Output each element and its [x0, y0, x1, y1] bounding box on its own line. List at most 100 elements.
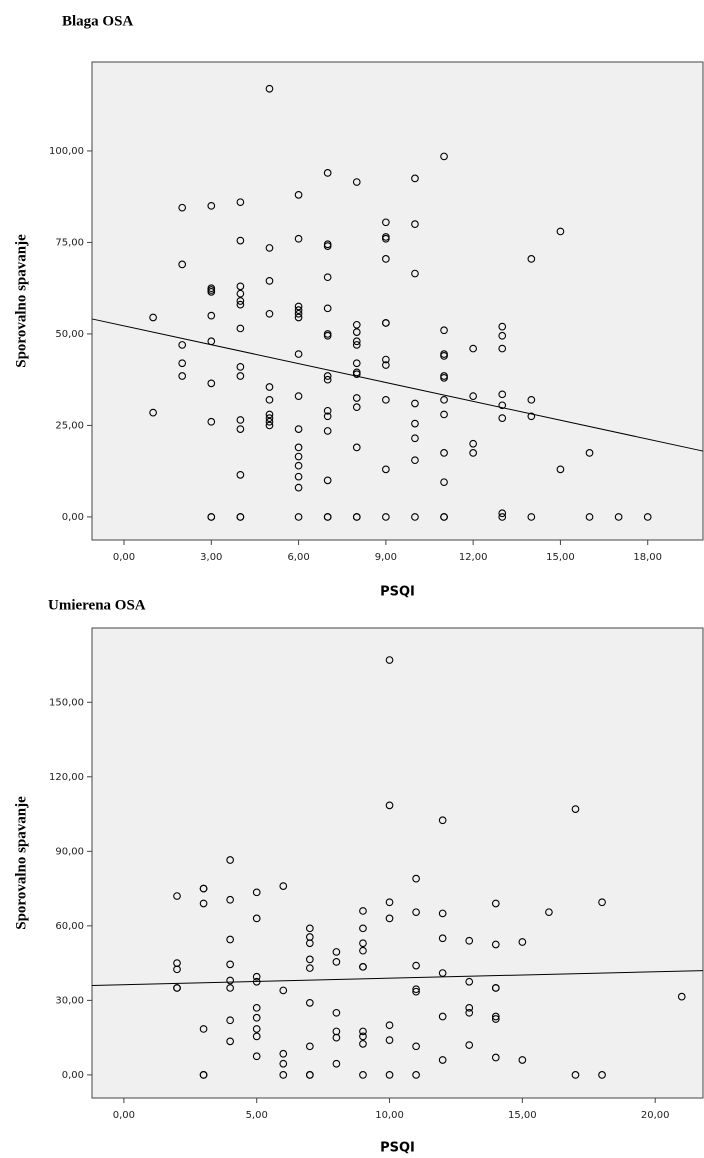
- point: [305, 1071, 314, 1079]
- point: [438, 969, 447, 977]
- point: [226, 895, 234, 904]
- point: [359, 962, 367, 971]
- x-tick-label: 0,00: [113, 1110, 135, 1121]
- point: [279, 882, 288, 890]
- x-tick-label: 3,00: [200, 552, 222, 563]
- point: [252, 1003, 261, 1012]
- point: [412, 1071, 420, 1079]
- point: [385, 656, 394, 664]
- point: [199, 899, 208, 908]
- point: [294, 461, 303, 470]
- point: [149, 313, 157, 322]
- point: [527, 412, 536, 421]
- point: [149, 408, 157, 417]
- point: [207, 287, 216, 296]
- point: [412, 961, 420, 970]
- point: [173, 965, 181, 974]
- point: [411, 456, 419, 465]
- point: [323, 375, 332, 384]
- point: [382, 355, 390, 364]
- point: [359, 1039, 367, 1048]
- point: [438, 1012, 447, 1021]
- point: [352, 320, 361, 329]
- point: [556, 465, 565, 474]
- point: [498, 331, 507, 340]
- point: [498, 513, 507, 521]
- point: [352, 337, 361, 346]
- point: [323, 406, 332, 415]
- point: [236, 372, 245, 380]
- point: [226, 856, 234, 864]
- point: [382, 395, 390, 404]
- point: [323, 372, 332, 380]
- y-tick-label: 30,00: [55, 995, 84, 1006]
- chart-title: Blaga OSA: [62, 13, 133, 29]
- point: [440, 374, 448, 382]
- point: [440, 410, 448, 419]
- point: [491, 1053, 500, 1062]
- point: [294, 302, 303, 311]
- x-tick-label: 18,00: [633, 552, 662, 563]
- point: [359, 1027, 367, 1036]
- point: [385, 914, 394, 923]
- x-tick-label: 10,00: [375, 1110, 404, 1121]
- point: [252, 888, 261, 897]
- point: [411, 174, 419, 183]
- y-tick-label: 50,00: [55, 329, 84, 340]
- point: [359, 924, 367, 933]
- point: [382, 361, 390, 369]
- point: [252, 1013, 261, 1022]
- point: [294, 425, 303, 433]
- point: [469, 344, 477, 353]
- point: [440, 326, 448, 335]
- point: [469, 439, 477, 448]
- fit-line: [91, 970, 704, 986]
- point: [279, 986, 288, 995]
- point: [438, 1056, 447, 1064]
- point: [226, 984, 234, 992]
- point: [352, 178, 361, 186]
- plot-area: [91, 627, 704, 1099]
- point: [294, 472, 303, 481]
- point: [332, 958, 341, 966]
- point: [236, 297, 245, 305]
- point: [294, 313, 303, 322]
- point: [382, 319, 390, 327]
- y-tick-label: 100,00: [49, 146, 84, 157]
- point: [359, 939, 367, 948]
- point: [294, 452, 303, 461]
- point: [465, 977, 474, 986]
- point: [332, 1008, 341, 1017]
- point: [411, 419, 419, 428]
- point: [411, 269, 419, 278]
- point: [545, 908, 553, 917]
- point: [412, 1042, 420, 1051]
- point: [236, 324, 245, 333]
- point: [527, 513, 536, 521]
- point: [382, 513, 390, 521]
- point: [236, 289, 245, 298]
- point: [173, 892, 181, 900]
- point: [411, 220, 419, 228]
- point: [236, 282, 245, 291]
- point: [440, 395, 448, 404]
- point: [465, 1003, 474, 1012]
- point: [323, 427, 332, 435]
- point: [411, 399, 419, 408]
- x-axis-label: PSQI: [380, 585, 415, 600]
- x-tick-label: 9,00: [375, 552, 397, 563]
- point: [279, 1059, 288, 1068]
- point: [178, 359, 187, 368]
- point: [199, 884, 208, 893]
- x-tick-label: 0,00: [113, 552, 135, 563]
- point: [498, 390, 507, 399]
- point: [199, 1071, 208, 1079]
- point: [252, 1052, 261, 1061]
- point: [265, 244, 274, 252]
- point: [236, 471, 245, 479]
- point: [382, 218, 390, 227]
- fit-line: [91, 318, 704, 452]
- y-axis-label: Sporovalno spavanje: [13, 796, 29, 930]
- point: [236, 363, 245, 371]
- point: [412, 874, 420, 883]
